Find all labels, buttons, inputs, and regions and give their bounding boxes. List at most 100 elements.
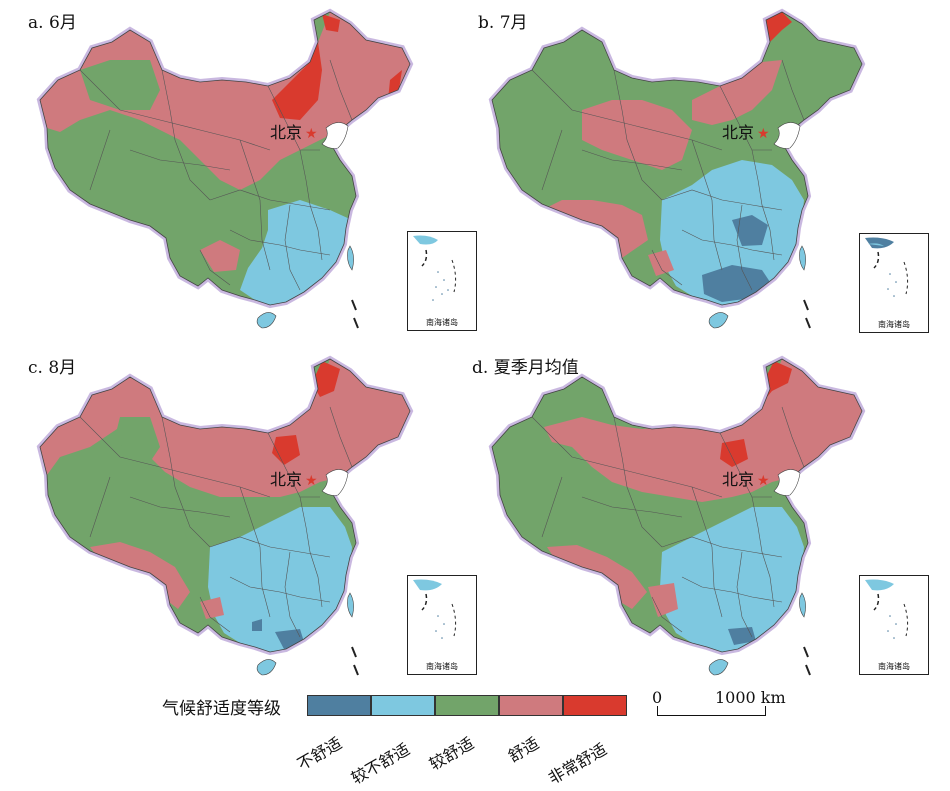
panel-title: c. 8月 (28, 358, 77, 378)
comfort-zone-舒适 (648, 250, 674, 276)
province-border (129, 496, 231, 518)
legend-swatch-very-comfortable (563, 695, 627, 716)
province-border (161, 416, 211, 548)
province-border (613, 416, 663, 548)
province-border (89, 129, 111, 191)
panel-title: b. 7月 (478, 13, 528, 33)
province-border (781, 59, 805, 121)
province-border (329, 406, 353, 468)
province-border (209, 536, 331, 558)
inset-label: 南海诸岛 (426, 318, 458, 327)
comfort-zone-舒适 (648, 583, 678, 617)
province-border (691, 139, 723, 271)
comfort-zone-舒适 (692, 60, 782, 125)
province-border (531, 69, 723, 151)
taiwan-island (347, 245, 354, 271)
maritime-boundary-dash (803, 646, 811, 676)
comfort-zone-舒适 (200, 240, 240, 272)
inset-map (413, 579, 457, 639)
beijing-label: 北京 (722, 123, 754, 142)
comfort-zone-较不舒适 (660, 507, 804, 652)
comfort-zone-较舒适 (80, 60, 160, 110)
comfort-zone-非常舒适 (322, 14, 340, 32)
hainan-island (256, 312, 277, 329)
province-border (79, 69, 271, 151)
comfort-zone-不舒适 (732, 215, 768, 246)
province-border (581, 149, 683, 171)
south-china-sea-inset: 南海诸岛 (407, 231, 477, 331)
scale-end-label: 1000 km (715, 688, 786, 707)
province-border (284, 551, 301, 638)
legend-label-fairly-comfortable: 较舒适 (426, 733, 478, 774)
comfort-zone-较舒适 (115, 417, 160, 462)
province-border (239, 139, 271, 271)
province-border (329, 59, 353, 121)
legend-label-less-uncomfortable: 较不舒适 (348, 739, 413, 788)
legend-label-comfortable: 舒适 (505, 733, 543, 766)
legend-swatch-fairly-comfortable (435, 695, 499, 716)
legend-swatch-uncomfortable (307, 695, 371, 716)
legend-label-very-comfortable: 非常舒适 (545, 739, 610, 788)
province-border (541, 129, 563, 191)
province-border (284, 204, 301, 291)
south-china-sea-inset: 南海诸岛 (407, 575, 477, 675)
province-border (681, 576, 783, 603)
comfort-zone-不舒适 (252, 619, 262, 631)
province-border (129, 149, 231, 171)
comfort-zone-非常舒适 (720, 439, 748, 467)
bohai-sea (321, 469, 349, 496)
province-border (681, 229, 783, 256)
beijing-star-icon: ★ (757, 126, 770, 142)
china-map: ★北京 (488, 355, 866, 676)
province-border (751, 496, 775, 608)
comfort-zone-非常舒适 (272, 42, 322, 120)
province-border (531, 416, 723, 498)
comfort-zone-舒适 (582, 100, 692, 170)
inset-label: 南海诸岛 (878, 662, 910, 671)
maritime-boundary-dash (351, 299, 359, 329)
china-map: ★北京 (36, 355, 414, 676)
map-panel-summer-mean: d. 夏季月均值 ★ 北京 南海诸岛 (452, 347, 929, 687)
scale-bar (657, 706, 766, 716)
inset-label: 南海诸岛 (878, 320, 910, 329)
comfort-zone-舒适 (40, 359, 410, 497)
south-china-sea-inset: 南海诸岛 (859, 575, 929, 675)
province-border (79, 416, 271, 498)
hainan-island (708, 312, 729, 329)
taiwan-island (347, 592, 354, 618)
province-border (651, 596, 683, 633)
province-border (661, 536, 783, 558)
province-border (199, 249, 231, 286)
province-border (229, 576, 331, 603)
province-border (651, 249, 683, 286)
comfort-zone-舒适 (200, 597, 224, 619)
province-border (691, 486, 723, 618)
beijing-label: 北京 (270, 470, 302, 489)
province-border (719, 432, 772, 498)
inset-map (865, 237, 909, 297)
comfort-zone-非常舒适 (312, 361, 340, 397)
province-border (661, 189, 783, 211)
maritime-boundary-dash (803, 299, 811, 329)
taiwan-island (799, 592, 806, 618)
hainan-island (708, 659, 729, 676)
bohai-sea (773, 122, 801, 149)
south-china-sea-inset: 南海诸岛 (859, 233, 929, 333)
province-border (541, 476, 563, 538)
bohai-sea (321, 122, 349, 149)
beijing-star-icon: ★ (305, 473, 318, 489)
province-border (751, 149, 775, 261)
comfort-zone-非常舒适 (272, 435, 300, 465)
province-border (89, 476, 111, 538)
province-border (781, 406, 805, 468)
province-border (267, 85, 320, 151)
legend-title: 气候舒适度等级 (162, 699, 281, 719)
beijing-label: 北京 (270, 123, 302, 142)
province-border (719, 85, 772, 151)
comfort-zone-较不舒适 (208, 507, 352, 652)
inset-map (865, 579, 909, 639)
maritime-boundary-dash (351, 646, 359, 676)
bohai-sea (773, 469, 801, 496)
province-border (209, 189, 331, 211)
inset-label: 南海诸岛 (426, 662, 458, 671)
